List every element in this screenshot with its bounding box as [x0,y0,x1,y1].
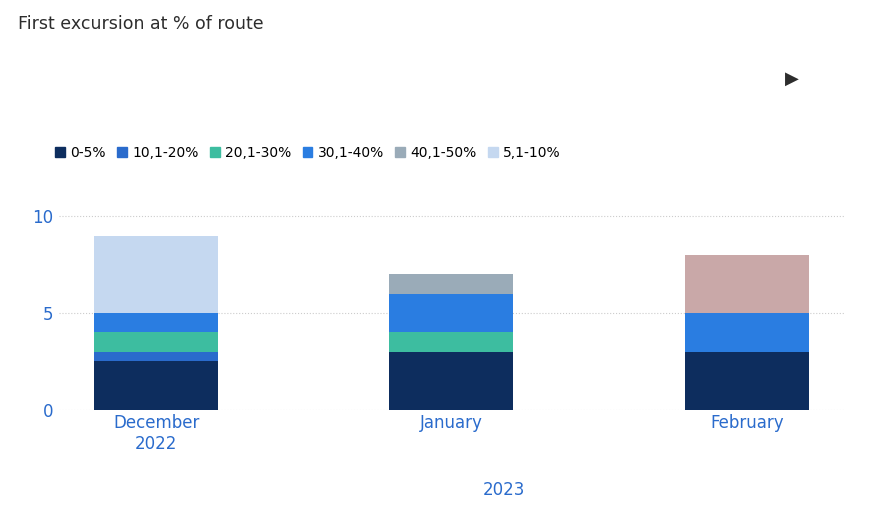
Text: ▶: ▶ [785,70,799,88]
Bar [389,274,514,294]
Bar [94,236,218,313]
Bar [685,255,809,313]
Bar [389,352,514,410]
Legend: 0-5%, 10,1-20%, 20,1-30%, 30,1-40%, 40,1-50%, 5,1-10%: 0-5%, 10,1-20%, 20,1-30%, 30,1-40%, 40,1… [50,140,567,165]
Bar [94,313,218,332]
Bar [94,352,218,361]
Bar [94,332,218,352]
Bar [685,313,809,352]
Bar [389,332,514,352]
Text: First excursion at % of route: First excursion at % of route [18,15,263,33]
Bar [389,294,514,332]
Bar [94,361,218,410]
Bar [685,352,809,410]
Text: 2023: 2023 [483,481,525,499]
